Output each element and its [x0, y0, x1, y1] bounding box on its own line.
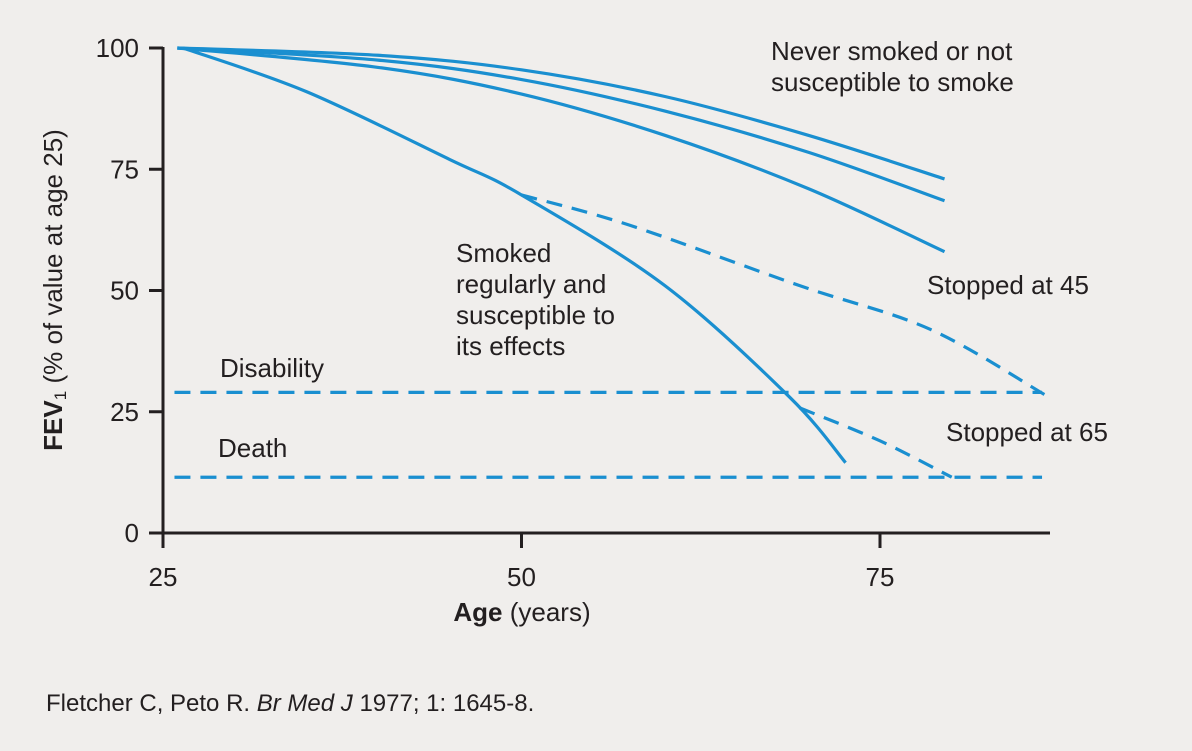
- label-stopped-45: Stopped at 45: [927, 270, 1089, 300]
- label-line: susceptible to smoke: [771, 67, 1014, 97]
- series-stopped45: [521, 193, 1046, 397]
- y-tick-label: 0: [125, 518, 139, 548]
- series-mid1: [177, 46, 946, 203]
- citation-details: 1977; 1: 1645-8.: [352, 690, 535, 717]
- label-line: regularly and: [456, 269, 607, 299]
- label-line: susceptible to: [456, 300, 615, 330]
- series-never: [177, 46, 946, 181]
- label-stopped-65: Stopped at 65: [946, 417, 1108, 447]
- label-never-smoked: Never smoked or not susceptible to smoke: [771, 36, 1014, 98]
- y-tick-label: 100: [96, 33, 139, 63]
- x-tick-label: 25: [149, 562, 178, 592]
- axes: 0 25 50 75 100 25 50 75: [96, 33, 1050, 592]
- y-axis-label: FEV1 (% of value at age 25): [38, 129, 70, 451]
- series-stopped65: [799, 406, 953, 479]
- y-tick-label: 75: [110, 154, 139, 184]
- x-tick-label: 75: [866, 562, 895, 592]
- label-death: Death: [218, 433, 288, 463]
- series-mid2: [177, 46, 946, 254]
- label-line: its effects: [456, 331, 566, 361]
- citation: Fletcher C, Peto R. Br Med J 1977; 1: 16…: [46, 690, 534, 718]
- label-smoker: Smoked regularly and susceptible to its …: [456, 238, 615, 362]
- x-axis-label: Age (years): [453, 597, 590, 627]
- y-tick-label: 25: [110, 397, 139, 427]
- x-tick-label: 50: [507, 562, 536, 592]
- y-tick-label: 50: [110, 276, 139, 306]
- citation-authors: Fletcher C, Peto R.: [46, 690, 257, 717]
- label-line: Smoked: [456, 238, 552, 268]
- label-line: Never smoked or not: [771, 36, 1013, 66]
- citation-journal: Br Med J: [256, 690, 353, 717]
- series-lines: [174, 46, 1046, 479]
- label-disability: Disability: [220, 353, 325, 383]
